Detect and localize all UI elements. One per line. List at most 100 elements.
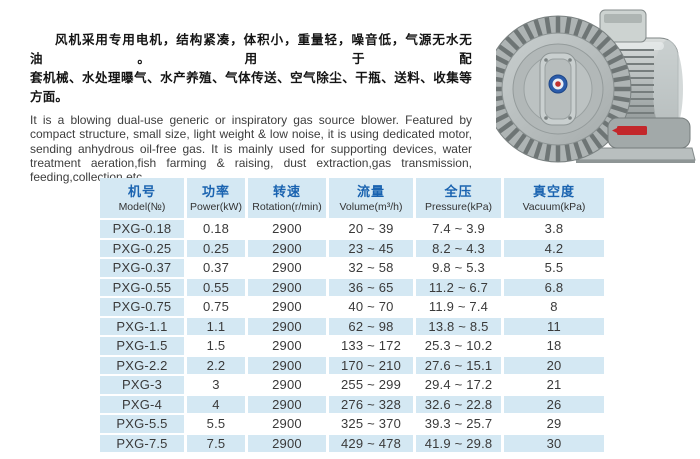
intro-english-paragraph: It is a blowing dual-use generic or insp… [30,113,472,184]
spec-cell-rotation: 2900 [248,298,326,316]
header-label-en: Volume(m³/h) [339,200,403,213]
spec-cell-model: PXG-1.1 [100,317,184,335]
spec-cell-pressure: 7.4 ~ 3.9 [416,220,501,238]
spec-cell-model: PXG-4 [100,395,184,413]
spec-cell-volume: 325 ~ 370 [329,415,413,433]
ring-blower-photo [484,2,696,170]
spec-cell-volume: 276 ~ 328 [329,395,413,413]
spec-cell-pressure: 11.2 ~ 6.7 [416,278,501,296]
spec-cell-volume: 255 ~ 299 [329,376,413,394]
spec-cell-rotation: 2900 [248,239,326,257]
spec-cell-rotation: 2900 [248,317,326,335]
spec-cell-power: 4 [187,395,245,413]
header-label-zh: 转速 [272,183,301,199]
intro-en-line: sending anhydrous oil-free gas. It is ma… [30,141,472,156]
spec-cell-pressure: 25.3 ~ 10.2 [416,337,501,355]
spec-cell-model: PXG-0.75 [100,298,184,316]
spec-cell-volume: 170 ~ 210 [329,356,413,374]
spec-cell-power: 1.5 [187,337,245,355]
silencer-housing [607,117,691,149]
ring-blower-image [484,9,696,163]
spec-cell-vacuum: 8 [504,298,604,316]
spec-cell-rotation: 2900 [248,337,326,355]
spec-cell-vacuum: 20 [504,356,604,374]
intro-zh-line: 套机械、水处理曝气、水产养殖、气体传送、空气除尘、干瓶、送料、收集等方面。 [30,71,472,104]
header-label-zh: 流量 [356,183,385,199]
spec-cell-rotation: 2900 [248,415,326,433]
spec-cell-pressure: 32.6 ~ 22.8 [416,395,501,413]
spec-cell-power: 0.18 [187,220,245,238]
spec-header-cell: 转速 Rotation(r/min) [248,178,326,218]
spec-cell-model: PXG-0.25 [100,239,184,257]
header-label-en: Model(№) [118,200,166,213]
spec-cell-volume: 32 ~ 58 [329,259,413,277]
brand-badge-icon [548,74,568,94]
spec-header-cell: 流量 Volume(m³/h) [329,178,413,218]
spec-cell-rotation: 2900 [248,356,326,374]
spec-header-cell: 全压 Pressure(kPa) [416,178,501,218]
spec-cell-rotation: 2900 [248,259,326,277]
intro-en-line: compact structure, small size, light wei… [30,127,472,142]
spec-cell-power: 7.5 [187,434,245,452]
header-label-zh: 真空度 [532,183,575,199]
spec-header-cell: 功率 Power(kW) [187,178,245,218]
header-label-en: Power(kW) [190,200,242,213]
spec-cell-volume: 429 ~ 478 [329,434,413,452]
radial-fins [485,16,631,162]
spec-cell-pressure: 27.6 ~ 15.1 [416,356,501,374]
spec-cell-model: PXG-1.5 [100,337,184,355]
spec-cell-volume: 20 ~ 39 [329,220,413,238]
spec-cell-power: 3 [187,376,245,394]
spec-cell-volume: 62 ~ 98 [329,317,413,335]
intro-text-block: 风机采用专用电机，结构紧凑，体积小，重量轻，噪音低，气源无水无油。用于配 套机械… [30,31,472,184]
spec-cell-power: 0.25 [187,239,245,257]
spec-cell-power: 0.37 [187,259,245,277]
spec-cell-volume: 23 ~ 45 [329,239,413,257]
spec-cell-power: 0.75 [187,298,245,316]
spec-header-cell: 机号 Model(№) [100,178,184,218]
spec-cell-rotation: 2900 [248,395,326,413]
spec-cell-power: 5.5 [187,415,245,433]
intro-chinese-paragraph: 风机采用专用电机，结构紧凑，体积小，重量轻，噪音低，气源无水无油。用于配 套机械… [30,31,472,107]
spec-cell-vacuum: 4.2 [504,239,604,257]
spec-cell-power: 0.55 [187,278,245,296]
spec-cell-pressure: 11.9 ~ 7.4 [416,298,501,316]
spec-cell-vacuum: 26 [504,395,604,413]
spec-cell-model: PXG-0.37 [100,259,184,277]
spec-cell-vacuum: 21 [504,376,604,394]
spec-cell-vacuum: 11 [504,317,604,335]
spec-cell-pressure: 9.8 ~ 5.3 [416,259,501,277]
spec-header-cell: 真空度 Vacuum(kPa) [504,178,604,218]
spec-cell-model: PXG-0.55 [100,278,184,296]
header-label-zh: 功率 [201,183,230,199]
spec-cell-volume: 133 ~ 172 [329,337,413,355]
spec-cell-vacuum: 5.5 [504,259,604,277]
intro-en-line: It is a blowing dual-use generic or insp… [30,113,472,127]
red-brand-label [617,126,647,135]
spec-cell-pressure: 29.4 ~ 17.2 [416,376,501,394]
spec-cell-model: PXG-7.5 [100,434,184,452]
spec-cell-model: PXG-5.5 [100,415,184,433]
spec-cell-pressure: 41.9 ~ 29.8 [416,434,501,452]
spec-cell-vacuum: 30 [504,434,604,452]
spec-cell-volume: 40 ~ 70 [329,298,413,316]
spec-cell-pressure: 8.2 ~ 4.3 [416,239,501,257]
spec-cell-volume: 36 ~ 65 [329,278,413,296]
header-label-zh: 全压 [444,183,473,199]
spec-cell-power: 1.1 [187,317,245,335]
intro-en-line: treatment aeration,fish farming & raisin… [30,155,472,170]
spec-cell-rotation: 2900 [248,434,326,452]
header-label-en: Rotation(r/min) [252,200,322,213]
spec-cell-model: PXG-0.18 [100,220,184,238]
terminal-box [599,9,647,43]
intro-zh-line: 风机采用专用电机，结构紧凑，体积小，重量轻，噪音低，气源无水无油。用于配 [30,33,472,66]
spec-cell-pressure: 39.3 ~ 25.7 [416,415,501,433]
header-label-en: Vacuum(kPa) [522,200,586,213]
spec-cell-rotation: 2900 [248,278,326,296]
spec-cell-vacuum: 29 [504,415,604,433]
spec-cell-model: PXG-3 [100,376,184,394]
spec-cell-model: PXG-2.2 [100,356,184,374]
spec-cell-vacuum: 6.8 [504,278,604,296]
spec-cell-vacuum: 18 [504,337,604,355]
